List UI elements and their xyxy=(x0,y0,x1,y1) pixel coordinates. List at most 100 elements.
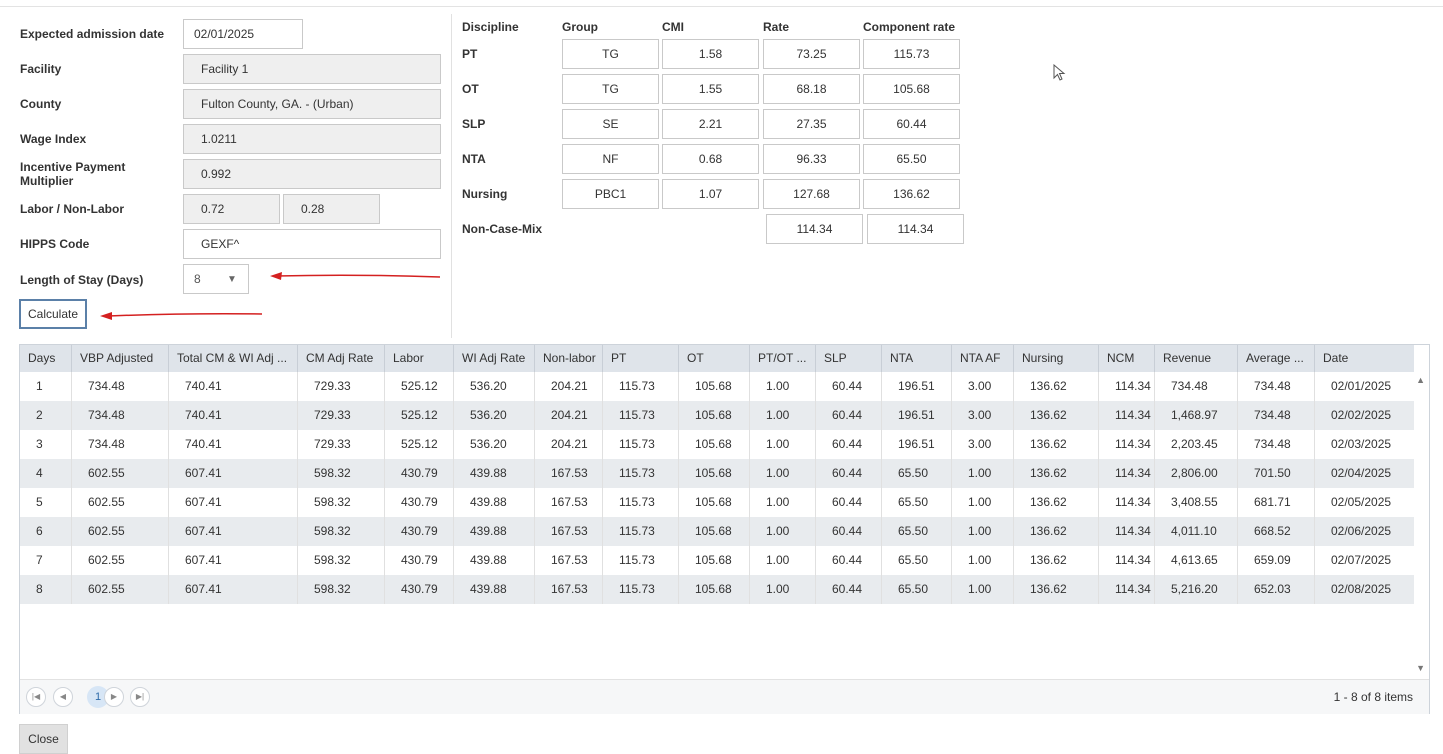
table-cell: 430.79 xyxy=(384,575,453,604)
table-cell: 1,468.97 xyxy=(1154,401,1237,430)
component-rate-header: Component rate xyxy=(863,20,956,34)
column-header[interactable]: OT xyxy=(678,345,749,372)
table-cell: 167.53 xyxy=(534,517,602,546)
table-cell: 02/05/2025 xyxy=(1314,488,1414,517)
first-page-icon[interactable]: |◀ xyxy=(26,687,46,707)
results-grid: Days VBP Adjusted Total CM & WI Adj ... CM … xyxy=(19,344,1430,714)
table-cell: 4 xyxy=(36,466,43,480)
column-header[interactable]: Total CM & WI Adj ... xyxy=(168,345,297,372)
table-row[interactable]: 6 602.55 607.41 598.32 430.79 439.88 167.53 115… xyxy=(20,517,1414,546)
column-header[interactable]: PT xyxy=(602,345,678,372)
discipline-label: SLP xyxy=(462,117,486,131)
discipline-label: NTA xyxy=(462,152,486,166)
column-header[interactable]: Date xyxy=(1314,345,1414,372)
table-cell: 439.88 xyxy=(453,459,534,488)
table-cell: 136.62 xyxy=(1013,430,1098,459)
table-row[interactable]: 7 602.55 607.41 598.32 430.79 439.88 167.53 115… xyxy=(20,546,1414,575)
wage-index-field: 1.0211 xyxy=(183,124,441,154)
table-cell: 681.71 xyxy=(1237,488,1314,517)
ipm-label: Incentive Payment Multiplier xyxy=(20,160,125,188)
last-page-icon[interactable]: ▶| xyxy=(130,687,150,707)
table-cell: 430.79 xyxy=(384,517,453,546)
current-page-button[interactable]: 1 xyxy=(87,686,109,708)
column-header[interactable]: Labor xyxy=(384,345,453,372)
top-divider xyxy=(0,6,1443,7)
table-cell: 740.41 xyxy=(168,430,297,459)
table-cell: 65.50 xyxy=(881,575,951,604)
table-row[interactable]: 4 602.55 607.41 598.32 430.79 439.88 167.53 115… xyxy=(20,459,1414,488)
length-of-stay-dropdown[interactable]: 8 ▼ xyxy=(183,264,249,294)
table-cell: 729.33 xyxy=(297,430,384,459)
table-cell: 439.88 xyxy=(453,546,534,575)
ipm-label-line1: Incentive Payment xyxy=(20,160,126,174)
cmi-field: 0.68 xyxy=(662,144,759,174)
table-cell: 4,613.65 xyxy=(1154,546,1237,575)
admission-date-input[interactable]: 02/01/2025 xyxy=(183,19,303,49)
column-header[interactable]: CM Adj Rate xyxy=(297,345,384,372)
table-cell: 2,806.00 xyxy=(1154,459,1237,488)
table-cell: 02/07/2025 xyxy=(1314,546,1414,575)
table-cell: 60.44 xyxy=(815,517,881,546)
table-cell: 65.50 xyxy=(881,459,951,488)
table-cell: 536.20 xyxy=(453,372,534,401)
table-cell: 607.41 xyxy=(168,459,297,488)
table-cell: 1.00 xyxy=(951,488,1013,517)
prev-page-icon[interactable]: ◀ xyxy=(53,687,73,707)
table-cell: 602.55 xyxy=(71,575,168,604)
table-cell: 105.68 xyxy=(678,459,749,488)
column-header[interactable]: SLP xyxy=(815,345,881,372)
column-header[interactable]: Non-labor xyxy=(534,345,602,372)
group-field: NF xyxy=(562,144,659,174)
table-row[interactable]: 1 734.48 740.41 729.33 525.12 536.20 204.21 115… xyxy=(20,372,1414,401)
next-page-icon[interactable]: ▶ xyxy=(104,687,124,707)
table-cell: 115.73 xyxy=(602,401,678,430)
table-row[interactable]: 2 734.48 740.41 729.33 525.12 536.20 204.21 115… xyxy=(20,401,1414,430)
table-cell: 136.62 xyxy=(1013,372,1098,401)
table-cell: 439.88 xyxy=(453,575,534,604)
table-cell: 536.20 xyxy=(453,430,534,459)
table-cell: 105.68 xyxy=(678,401,749,430)
table-cell: 729.33 xyxy=(297,372,384,401)
table-row[interactable]: 8 602.55 607.41 598.32 430.79 439.88 167.53 115… xyxy=(20,575,1414,604)
table-cell: 1.00 xyxy=(951,517,1013,546)
table-cell: 114.34 xyxy=(1098,488,1154,517)
cmi-header: CMI xyxy=(662,20,684,34)
scroll-up-icon[interactable]: ▲ xyxy=(1416,375,1425,385)
table-row[interactable]: 5 602.55 607.41 598.32 430.79 439.88 167.53 115… xyxy=(20,488,1414,517)
hipps-input[interactable]: GEXF^ xyxy=(183,229,441,259)
table-cell: 115.73 xyxy=(602,575,678,604)
admission-date-label: Expected admission date xyxy=(20,27,165,41)
table-cell: 167.53 xyxy=(534,575,602,604)
scroll-down-icon[interactable]: ▼ xyxy=(1416,663,1425,673)
column-header[interactable]: VBP Adjusted xyxy=(71,345,168,372)
table-row[interactable]: 3 734.48 740.41 729.33 525.12 536.20 204.21 115… xyxy=(20,430,1414,459)
column-header[interactable]: WI Adj Rate xyxy=(453,345,534,372)
calculate-button[interactable]: Calculate xyxy=(19,299,87,329)
table-cell: 2 xyxy=(36,408,43,422)
column-header[interactable]: PT/OT ... xyxy=(749,345,815,372)
column-header[interactable]: NTA xyxy=(881,345,951,372)
table-cell: 701.50 xyxy=(1237,459,1314,488)
table-cell: 598.32 xyxy=(297,575,384,604)
table-cell: 105.68 xyxy=(678,488,749,517)
column-header[interactable]: Days xyxy=(28,351,56,365)
component-field: 65.50 xyxy=(863,144,960,174)
discipline-label: Nursing xyxy=(462,187,508,201)
close-button[interactable]: Close xyxy=(19,724,68,754)
column-header[interactable]: NTA AF xyxy=(951,345,1013,372)
table-cell: 8 xyxy=(36,582,43,596)
county-field: Fulton County, GA. - (Urban) xyxy=(183,89,441,119)
column-header[interactable]: NCM xyxy=(1098,345,1154,372)
non-case-mix-rate: 114.34 xyxy=(766,214,863,244)
table-cell: 196.51 xyxy=(881,372,951,401)
table-cell: 1.00 xyxy=(951,575,1013,604)
table-cell: 734.48 xyxy=(71,372,168,401)
county-label: County xyxy=(20,97,62,111)
table-cell: 439.88 xyxy=(453,517,534,546)
table-cell: 65.50 xyxy=(881,488,951,517)
column-header[interactable]: Revenue xyxy=(1154,345,1237,372)
column-header[interactable]: Average ... xyxy=(1237,345,1314,372)
column-header[interactable]: Nursing xyxy=(1013,345,1098,372)
cmi-field: 1.07 xyxy=(662,179,759,209)
table-cell: 115.73 xyxy=(602,372,678,401)
